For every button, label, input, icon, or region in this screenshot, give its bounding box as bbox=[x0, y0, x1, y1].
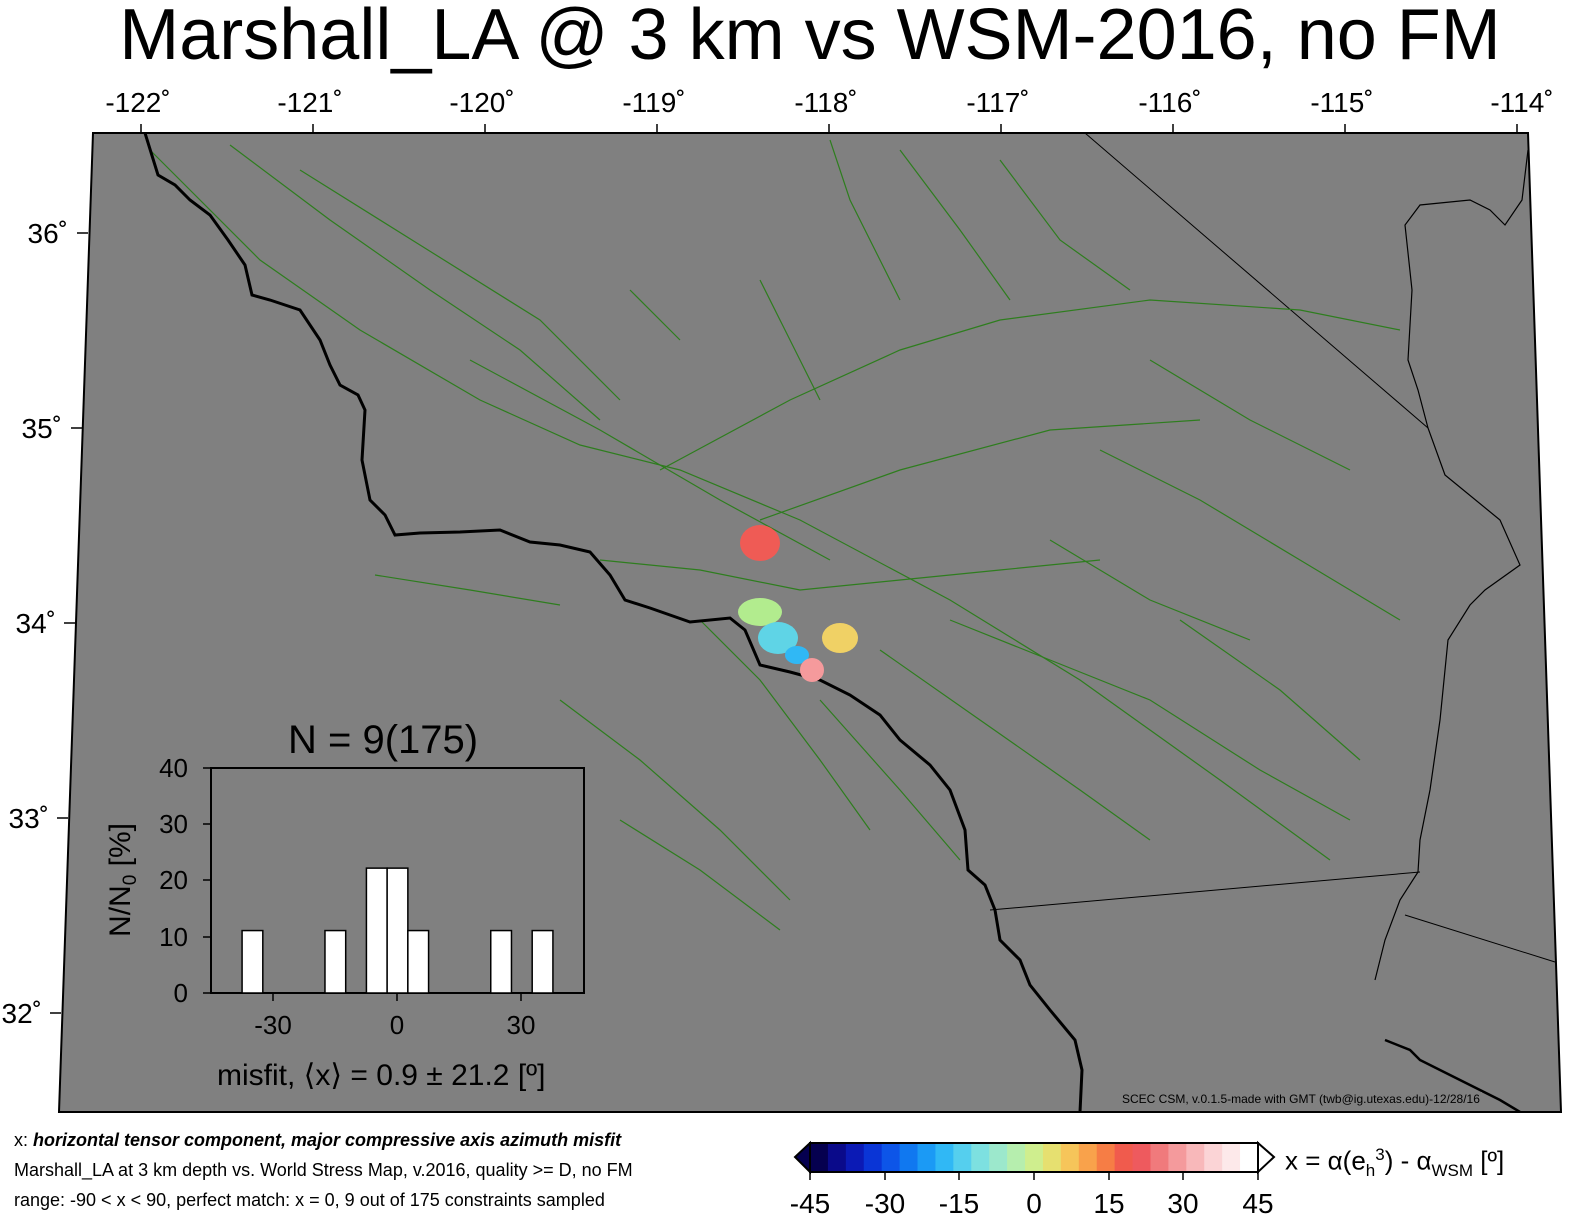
colorbar-cell bbox=[1186, 1143, 1205, 1172]
colorbar-cell bbox=[1007, 1143, 1026, 1172]
lon-tick-label: -117˚ bbox=[966, 87, 1029, 118]
misfit-patches bbox=[738, 525, 858, 682]
histogram-bar bbox=[365, 867, 388, 994]
patch-cyan bbox=[758, 622, 798, 654]
lon-tick-label: -122˚ bbox=[105, 87, 170, 118]
hist-y-tick-label: 20 bbox=[159, 865, 188, 895]
colorbar-cell bbox=[899, 1143, 919, 1172]
patch-red bbox=[740, 525, 780, 561]
caption-line-1: x: horizontal tensor component, major co… bbox=[14, 1130, 621, 1151]
colorbar-label: x = α(eh3) - αWSM [º] bbox=[1285, 1145, 1505, 1180]
colorbar-cell bbox=[1060, 1143, 1080, 1172]
colorbar-cell bbox=[827, 1143, 847, 1172]
histogram-bar bbox=[241, 929, 264, 994]
histogram-bar bbox=[407, 929, 430, 994]
colorbar-cell bbox=[989, 1143, 1008, 1172]
lon-tick-label: -121˚ bbox=[277, 87, 342, 118]
map-credit: SCEC CSM, v.0.1.5-made with GMT (twb@ig.… bbox=[1120, 1092, 1482, 1106]
histogram-y-ticks bbox=[203, 767, 522, 1001]
colorbar-cell bbox=[1204, 1143, 1223, 1172]
hist-y-tick-label: 10 bbox=[159, 922, 188, 952]
lon-tick-label: -119˚ bbox=[622, 87, 685, 118]
colorbar-tick-label: 15 bbox=[1093, 1188, 1124, 1217]
patch-pink bbox=[800, 658, 824, 682]
patch-green-cyan bbox=[738, 598, 782, 626]
colorbar-cell bbox=[845, 1143, 865, 1172]
hist-x-tick-label: 0 bbox=[390, 1010, 404, 1040]
hist-x-tick-label: 30 bbox=[507, 1010, 536, 1040]
colorbar-cell bbox=[1240, 1143, 1259, 1172]
colorbar-cell bbox=[863, 1143, 883, 1172]
caption-line-2: Marshall_LA at 3 km depth vs. World Stre… bbox=[14, 1160, 633, 1180]
colorbar-tick-label: 45 bbox=[1242, 1188, 1273, 1217]
colorbar: -45 -30 -15 0 15 30 45 bbox=[790, 1140, 1276, 1217]
histogram-title: N = 9(175) bbox=[288, 718, 479, 762]
colorbar-cell bbox=[1222, 1143, 1241, 1172]
lat-tick-label: 34˚ bbox=[16, 608, 56, 639]
histogram-bar bbox=[531, 929, 554, 994]
patch-blue-cyan bbox=[785, 646, 809, 664]
histogram-bar bbox=[324, 929, 347, 994]
colorbar-tick-label: -30 bbox=[865, 1188, 905, 1217]
colorbar-cell bbox=[971, 1143, 990, 1172]
histogram-bar bbox=[386, 867, 409, 994]
hist-x-tick-label: -30 bbox=[254, 1010, 292, 1040]
lat-tick-label: 33˚ bbox=[9, 803, 49, 834]
lat-tick-label: 32˚ bbox=[2, 998, 42, 1029]
lon-tick-label: -115˚ bbox=[1310, 87, 1373, 118]
histogram-misfit-label: misfit, ⟨x⟩ = 0.9 ± 21.2 [º] bbox=[217, 1059, 546, 1092]
colorbar-cell bbox=[1096, 1143, 1116, 1172]
colorbar-cell bbox=[953, 1143, 972, 1172]
map-frame bbox=[57, 132, 1563, 1113]
colorbar-tick-label: -15 bbox=[939, 1188, 979, 1217]
lat-tick-label: 36˚ bbox=[28, 218, 68, 249]
colorbar-cell bbox=[917, 1143, 936, 1172]
hist-y-tick-label: 0 bbox=[174, 978, 188, 1008]
colorbar-high-arrow bbox=[1257, 1140, 1276, 1175]
colorbar-cell bbox=[1114, 1143, 1134, 1172]
colorbar-low-arrow bbox=[793, 1140, 811, 1175]
colorbar-cell bbox=[1025, 1143, 1044, 1172]
colorbar-cell bbox=[935, 1143, 954, 1172]
hist-y-tick-label: 30 bbox=[159, 809, 188, 839]
colorbar-cell bbox=[881, 1143, 901, 1172]
mexico-border bbox=[989, 871, 1421, 911]
lon-axis bbox=[140, 124, 1518, 133]
colorbar-cell bbox=[1132, 1143, 1151, 1172]
lon-tick-label: -114˚ bbox=[1490, 87, 1553, 118]
colorbar-cells bbox=[810, 1143, 1259, 1172]
caption-line-3: range: -90 < x < 90, perfect match: x = … bbox=[14, 1190, 605, 1210]
histogram-bars bbox=[241, 867, 554, 994]
colorbar-tick-label: 30 bbox=[1167, 1188, 1198, 1217]
histogram-bar bbox=[490, 929, 513, 994]
caption-prefix: x: bbox=[14, 1130, 34, 1150]
colorbar-cell bbox=[1042, 1143, 1062, 1172]
lon-tick-label: -120˚ bbox=[449, 87, 514, 118]
mexico-border-east bbox=[1404, 914, 1556, 963]
lat-tick-label: 35˚ bbox=[22, 413, 62, 444]
lat-axis bbox=[50, 232, 88, 1014]
figure-title: Marshall_LA @ 3 km vs WSM-2016, no FM bbox=[119, 0, 1501, 75]
colorbar-cell bbox=[1168, 1143, 1187, 1172]
colorbar-cell bbox=[1078, 1143, 1098, 1172]
coastline bbox=[143, 133, 1084, 1112]
baja-coast bbox=[1384, 1038, 1521, 1112]
caption-emphasis: horizontal tensor component, major compr… bbox=[33, 1130, 622, 1150]
hist-y-tick-label: 40 bbox=[159, 753, 188, 783]
histogram-inset: 0 10 20 30 40 -30 0 30 N/N0 [%] bbox=[104, 753, 585, 1040]
patch-yellow bbox=[822, 623, 858, 653]
lon-tick-label: -116˚ bbox=[1138, 87, 1201, 118]
colorbar-tick-label: 0 bbox=[1026, 1188, 1042, 1217]
colorado-river bbox=[1374, 149, 1529, 981]
fault-lines bbox=[149, 139, 1401, 931]
colorbar-tick-label: -45 bbox=[790, 1188, 830, 1217]
colorbar-cell bbox=[810, 1143, 829, 1172]
colorbar-cell bbox=[1150, 1143, 1169, 1172]
nevada-border bbox=[1084, 133, 1429, 429]
lon-tick-label: -118˚ bbox=[794, 87, 857, 118]
